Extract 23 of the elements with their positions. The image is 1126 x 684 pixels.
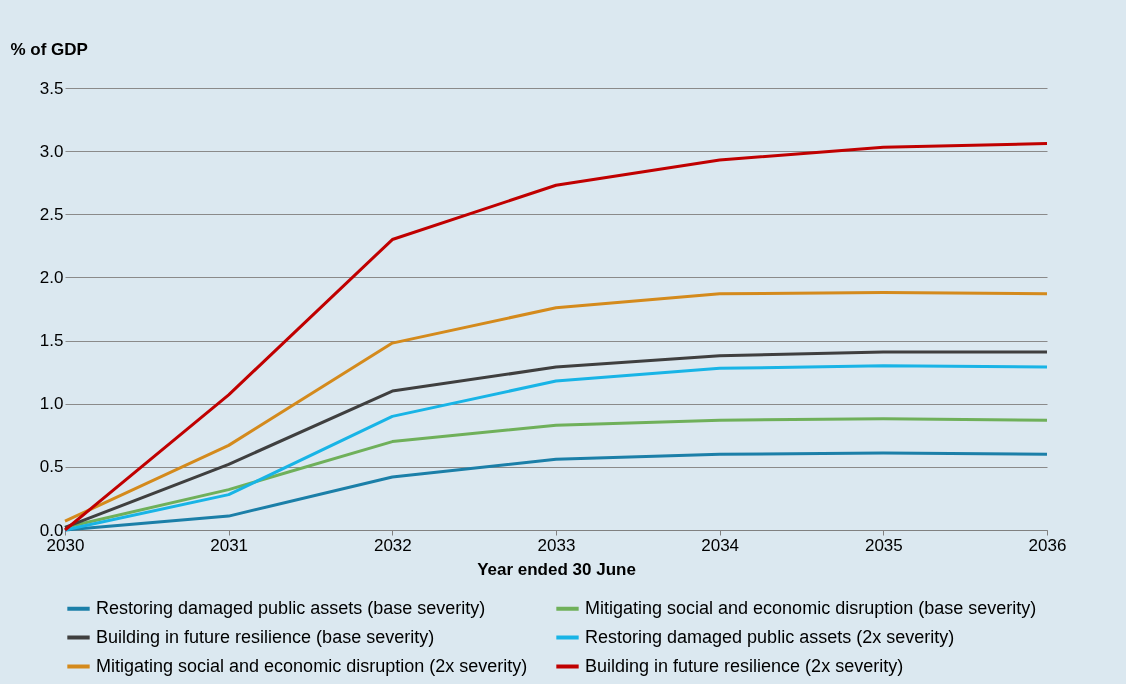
y-tick-label: 1.5 xyxy=(39,331,64,351)
legend-label: Restoring damaged public assets (2x severity) xyxy=(585,626,955,647)
line-series xyxy=(63,142,1049,532)
y-tick-label: 0.5 xyxy=(39,457,64,477)
y-tick-label: 1.0 xyxy=(39,394,64,414)
y-tick-label: 2.5 xyxy=(39,204,64,224)
y-axis-title: % of GDP xyxy=(10,39,88,59)
legend-label: Mitigating social and economic disruption (2x severity) xyxy=(96,655,528,676)
x-tick-label: 2034 xyxy=(701,535,740,555)
legend-label: Restoring damaged public assets (base severity) xyxy=(96,597,486,618)
x-tick-label: 2031 xyxy=(210,535,249,555)
y-tick-label: 3.0 xyxy=(39,141,64,161)
y-tick-label: 3.5 xyxy=(39,78,64,98)
legend-label: Building in future resilience (base severity) xyxy=(96,626,435,647)
line-series xyxy=(63,291,1049,523)
y-tick-label: 2.0 xyxy=(39,267,64,287)
legend-label: Building in future resilience (2x severity) xyxy=(585,655,904,676)
x-axis-title: Year ended 30 June xyxy=(477,559,636,579)
x-tick-label: 2035 xyxy=(864,535,903,555)
legend-label: Mitigating social and economic disruption (base severity) xyxy=(585,597,1037,618)
x-tick-label: 2032 xyxy=(373,535,412,555)
x-tick-label: 2033 xyxy=(537,535,576,555)
x-tick-label: 2036 xyxy=(1028,535,1067,555)
